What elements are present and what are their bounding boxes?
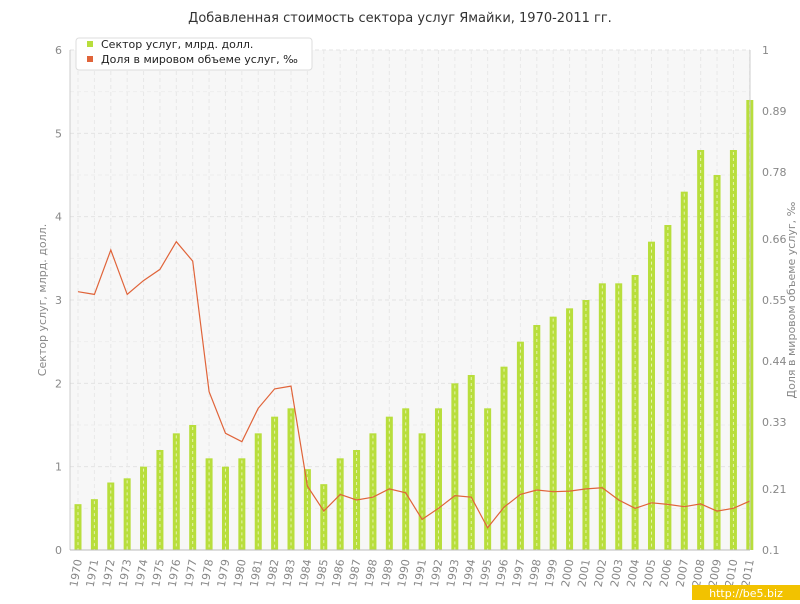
x-tick-label: 2011 — [739, 558, 757, 588]
right-tick-label: 1 — [762, 44, 769, 57]
x-axis-ticks: 1970197119721973197419751976197719781979… — [67, 558, 756, 588]
right-tick-label: 0.55 — [762, 294, 787, 307]
x-tick-label: 1997 — [510, 558, 528, 588]
legend-label-line: Доля в мировом объеме услуг, ‰ — [101, 53, 298, 66]
left-axis-label: Сектор услуг, млрд. долл. — [36, 224, 49, 376]
watermark[interactable]: http://be5.biz — [692, 585, 800, 600]
right-tick-label: 0.33 — [762, 416, 787, 429]
x-tick-label: 2002 — [592, 558, 610, 588]
x-tick-label: 1994 — [461, 558, 479, 588]
x-tick-label: 1972 — [100, 558, 118, 588]
right-tick-label: 0.66 — [762, 233, 787, 246]
left-tick-label: 5 — [55, 127, 62, 140]
x-tick-label: 2004 — [624, 558, 642, 588]
bar — [271, 416, 279, 550]
line-path — [77, 240, 751, 529]
chart-title: Добавленная стоимость сектора услуг Ямай… — [188, 11, 612, 26]
x-tick-label: 1988 — [362, 558, 380, 588]
x-tick-label: 2009 — [706, 558, 724, 588]
bar — [90, 499, 98, 550]
x-tick-label: 1978 — [198, 558, 216, 588]
left-tick-label: 3 — [55, 294, 62, 307]
x-tick-label: 2003 — [608, 558, 626, 588]
x-tick-label: 1980 — [231, 558, 249, 588]
x-tick-label: 1970 — [67, 558, 85, 588]
right-tick-label: 0.21 — [762, 483, 787, 496]
x-tick-label: 1985 — [313, 558, 331, 588]
x-tick-label: 1989 — [379, 558, 397, 588]
x-tick-label: 1992 — [428, 558, 446, 588]
x-tick-label: 1971 — [84, 558, 102, 588]
bar — [221, 466, 229, 550]
bar — [631, 275, 639, 550]
right-tick-label: 0.78 — [762, 166, 787, 179]
x-tick-label: 1979 — [215, 558, 233, 588]
x-tick-label: 2007 — [674, 558, 692, 588]
x-tick-label: 1974 — [133, 558, 151, 588]
x-tick-label: 1973 — [116, 558, 134, 588]
axes — [69, 50, 751, 551]
legend-swatch-line — [87, 56, 93, 62]
bar — [451, 383, 459, 550]
legend: Сектор услуг, млрд. долл. Доля в мировом… — [75, 37, 313, 71]
x-tick-label: 1986 — [329, 558, 347, 588]
bar — [598, 283, 606, 550]
bar — [566, 308, 574, 550]
left-axis-ticks: 0 1 2 3 4 5 6 — [55, 44, 62, 557]
right-tick-label: 0.1 — [762, 544, 780, 557]
bar — [713, 175, 721, 550]
watermark-box — [692, 585, 800, 600]
x-tick-label: 2000 — [559, 558, 577, 588]
x-tick-label: 2001 — [575, 558, 593, 588]
x-tick-label: 1982 — [264, 558, 282, 588]
bar — [123, 478, 131, 550]
line-series — [77, 240, 751, 529]
x-tick-label: 1984 — [297, 558, 315, 588]
legend-label-bars: Сектор услуг, млрд. долл. — [101, 38, 253, 51]
x-tick-label: 2008 — [690, 558, 708, 588]
right-tick-label: 0.44 — [762, 355, 787, 368]
x-tick-label: 1991 — [411, 558, 429, 588]
x-tick-label: 1987 — [346, 558, 364, 588]
x-tick-label: 1990 — [395, 558, 413, 588]
left-tick-label: 0 — [55, 544, 62, 557]
bar — [680, 191, 688, 550]
x-tick-label: 1999 — [542, 558, 560, 588]
watermark-text[interactable]: http://be5.biz — [709, 587, 783, 600]
x-tick-label: 2010 — [723, 558, 741, 588]
bar — [140, 466, 148, 550]
x-tick-label: 1981 — [248, 558, 266, 588]
x-tick-label: 1995 — [477, 558, 495, 588]
bar — [615, 283, 623, 550]
x-tick-label: 1983 — [280, 558, 298, 588]
legend-swatch-bars — [87, 41, 93, 47]
legend-box — [75, 37, 313, 71]
x-tick-label: 2006 — [657, 558, 675, 588]
x-tick-label: 1998 — [526, 558, 544, 588]
x-tick-label: 1975 — [149, 558, 167, 588]
bar — [385, 416, 393, 550]
bar — [664, 225, 672, 550]
x-tick-label: 2005 — [641, 558, 659, 588]
x-tick-label: 1996 — [493, 558, 511, 588]
x-tick-label: 1976 — [166, 558, 184, 588]
right-tick-label: 0.89 — [762, 105, 787, 118]
x-tick-label: 1977 — [182, 558, 200, 588]
right-axis-label: Доля в мировом объеме услуг, ‰ — [785, 201, 798, 398]
left-tick-label: 4 — [55, 211, 62, 224]
left-tick-label: 6 — [55, 44, 62, 57]
left-tick-label: 1 — [55, 461, 62, 474]
bar — [500, 366, 508, 550]
left-tick-label: 2 — [55, 377, 62, 390]
x-tick-label: 1993 — [444, 558, 462, 588]
right-axis-ticks: 0.1 0.21 0.33 0.44 0.55 0.66 0.78 0.89 1 — [762, 44, 787, 557]
